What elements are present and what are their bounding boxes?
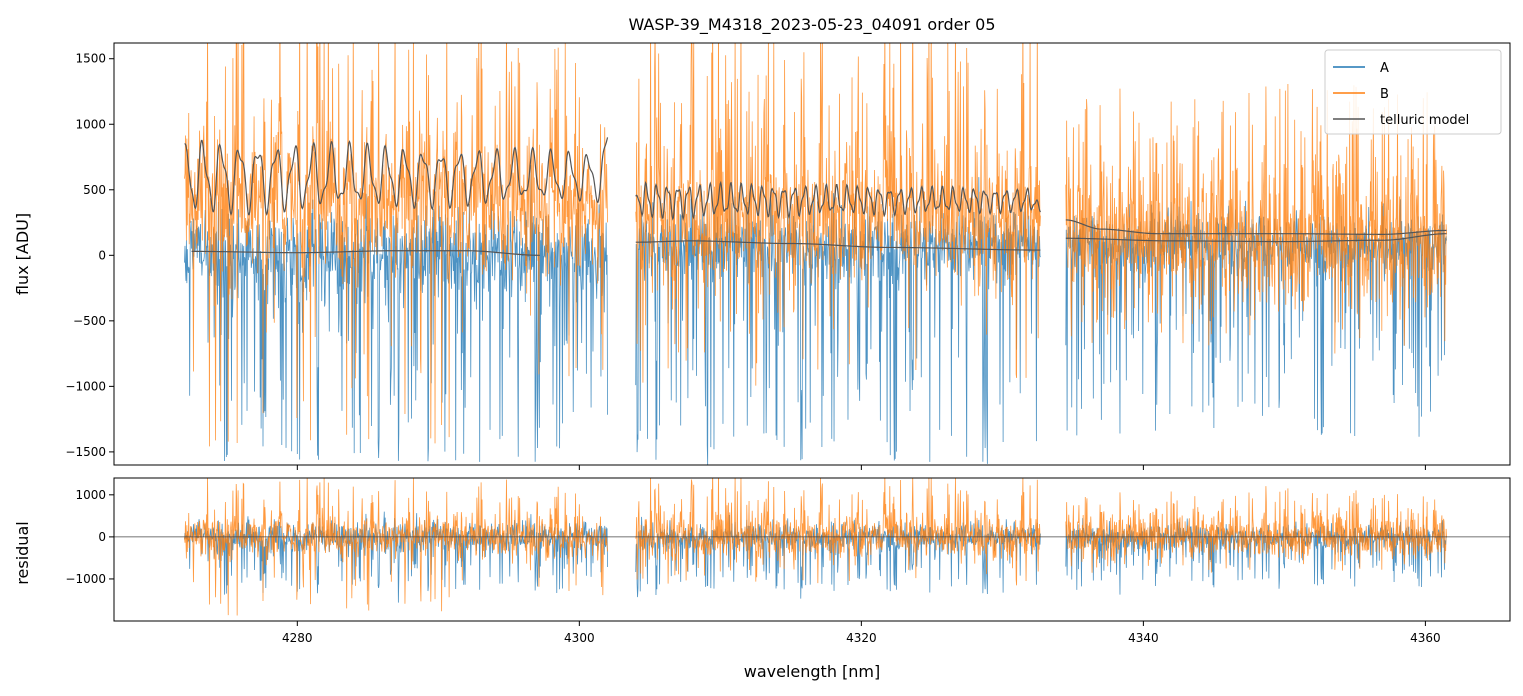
y-tick-label: 1000	[75, 488, 106, 502]
legend-box	[1324, 49, 1502, 135]
bottom-panel: −1000 0 1000 4280 4300 4320 4340 4360 residual…	[13, 477, 1511, 681]
series-b-line	[635, 43, 1041, 386]
telluric-model-lower	[1065, 233, 1447, 243]
telluric-model-upper	[1065, 219, 1447, 235]
legend-item-a: A	[1333, 61, 1389, 76]
legend-label-b: B	[1380, 87, 1389, 102]
x-tick-label: 4340	[1128, 631, 1159, 645]
series-b-line	[1065, 83, 1447, 354]
telluric-model-upper	[635, 180, 1041, 221]
top-x-axis	[296, 465, 1426, 470]
legend-item-b: B	[1333, 87, 1389, 102]
bottom-plot-frame	[113, 477, 1511, 622]
chart-title: WASP-39_M4318_2023-05-23_04091 order 05	[628, 15, 995, 35]
legend-item-telluric: telluric model	[1333, 113, 1469, 128]
telluric-model-lower	[191, 250, 540, 256]
y-tick-label: 0	[98, 248, 106, 262]
y-tick-label: −1000	[65, 572, 106, 586]
legend: A B telluric model	[1324, 49, 1502, 135]
telluric-model-upper	[184, 137, 609, 216]
y-tick-label: −1500	[65, 445, 106, 459]
top-y-axis: −1500 −1000 −500 0 500 1000 1500	[65, 52, 114, 459]
x-tick-label: 4300	[564, 631, 595, 645]
y-tick-label: 500	[83, 183, 106, 197]
series-b-line	[184, 43, 608, 447]
top-y-axis-label: flux [ADU]	[13, 213, 32, 295]
legend-label-a: A	[1380, 61, 1389, 76]
residual-b-line	[1065, 486, 1447, 573]
y-tick-label: −1000	[65, 379, 106, 393]
bottom-y-axis: −1000 0 1000	[65, 488, 114, 586]
residual-b-line	[184, 478, 608, 616]
y-tick-label: 1000	[75, 117, 106, 131]
x-tick-label: 4320	[846, 631, 877, 645]
y-tick-label: 1500	[75, 52, 106, 66]
bottom-x-axis: 4280 4300 4320 4340 4360	[282, 621, 1441, 645]
bottom-plot-area	[114, 478, 1510, 621]
telluric-model-lower	[635, 240, 1041, 251]
x-axis-label: wavelength [nm]	[744, 662, 881, 681]
legend-label-telluric: telluric model	[1380, 113, 1469, 128]
x-tick-label: 4280	[282, 631, 313, 645]
top-data-layer	[184, 43, 1447, 465]
y-tick-label: −500	[73, 314, 106, 328]
y-tick-label: 0	[98, 530, 106, 544]
bottom-data-layer	[114, 478, 1510, 616]
x-tick-label: 4360	[1410, 631, 1441, 645]
bottom-y-axis-label: residual	[13, 521, 32, 584]
top-panel: −1500 −1000 −500 0 500 1000 1500 flux [ADU] A …	[13, 42, 1511, 470]
top-plot-frame	[113, 42, 1511, 466]
